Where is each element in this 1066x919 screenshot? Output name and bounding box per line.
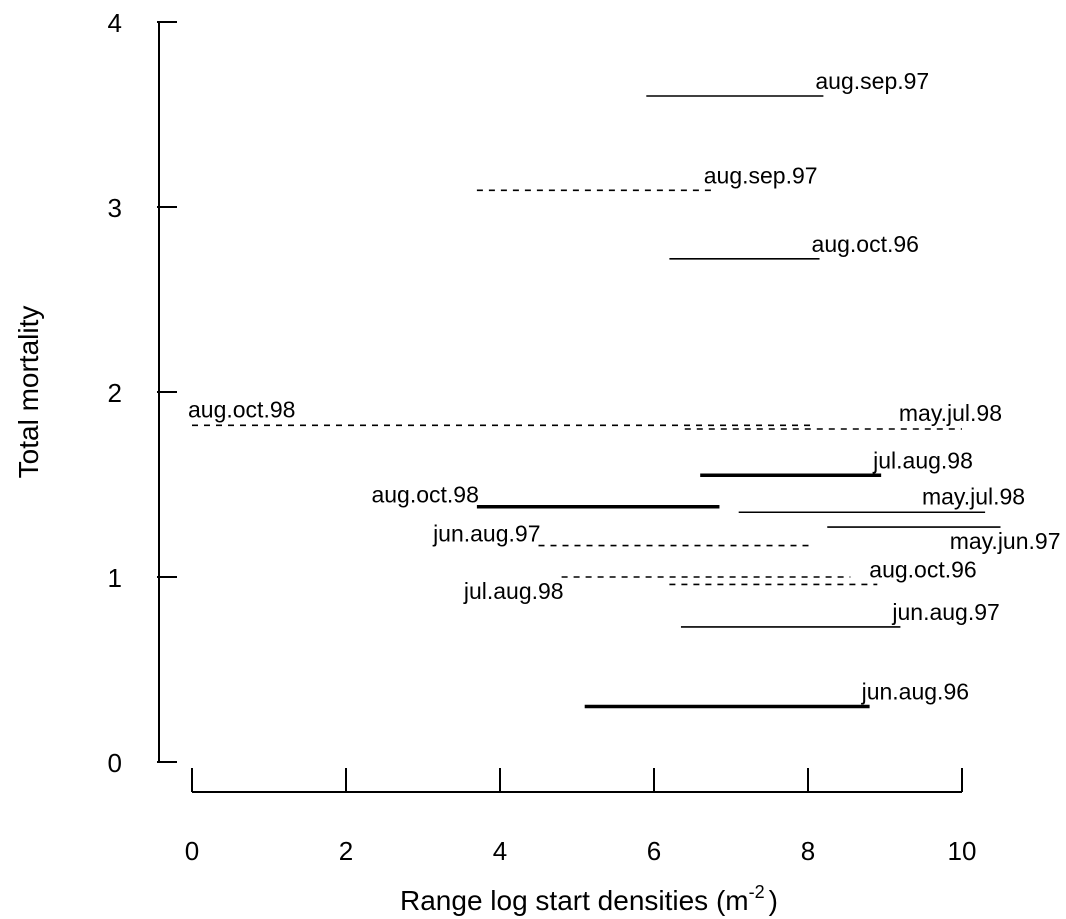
x-tick-label: 6: [647, 836, 661, 866]
segment-label: jun.aug.96: [861, 679, 969, 705]
segment-label: aug.oct.96: [812, 231, 919, 257]
x-tick-label: 4: [493, 836, 507, 866]
segment-label: may.jul.98: [899, 400, 1002, 426]
segment-label: aug.sep.97: [704, 162, 818, 188]
y-tick-label: 3: [108, 193, 122, 223]
x-tick-label: 10: [948, 836, 977, 866]
x-axis-title-main: Range log start densities (m: [400, 885, 749, 916]
segment-label: aug.sep.97: [815, 68, 929, 94]
x-ticks: 0 2 4 6 8 10: [185, 768, 977, 866]
segment-labels: aug.sep.97 aug.sep.97 aug.oct.96 aug.oct.98…: [188, 68, 1061, 705]
y-axis-title: Total mortality: [13, 306, 44, 479]
segment-label: may.jun.97: [950, 528, 1061, 554]
segment-label: jun.aug.97: [891, 599, 999, 625]
y-tick-label: 4: [108, 8, 122, 38]
y-tick-label: 0: [108, 748, 122, 778]
segment-label: jun.aug.97: [432, 521, 540, 547]
x-axis-title: Range log start densities (m-2): [400, 882, 778, 916]
y-ticks: 0 1 2 3 4: [108, 8, 177, 778]
x-tick-label: 2: [339, 836, 353, 866]
segment-label: aug.oct.98: [371, 482, 478, 508]
range-segments: [192, 95, 1001, 709]
x-axis-title-close: ): [769, 885, 778, 916]
axes: 0 1 2 3 4 0 2 4 6 8 10: [108, 8, 977, 866]
x-axis-title-superscript: -2: [749, 882, 765, 902]
segment-label: jul.aug.98: [872, 447, 973, 473]
y-tick-label: 1: [108, 563, 122, 593]
segment-label: aug.oct.98: [188, 396, 295, 422]
segment-label: may.jul.98: [922, 483, 1025, 509]
segment-label: jul.aug.98: [463, 578, 564, 604]
x-tick-label: 8: [801, 836, 815, 866]
segment-label: aug.oct.96: [869, 556, 976, 582]
y-tick-label: 2: [108, 378, 122, 408]
x-tick-label: 0: [185, 836, 199, 866]
